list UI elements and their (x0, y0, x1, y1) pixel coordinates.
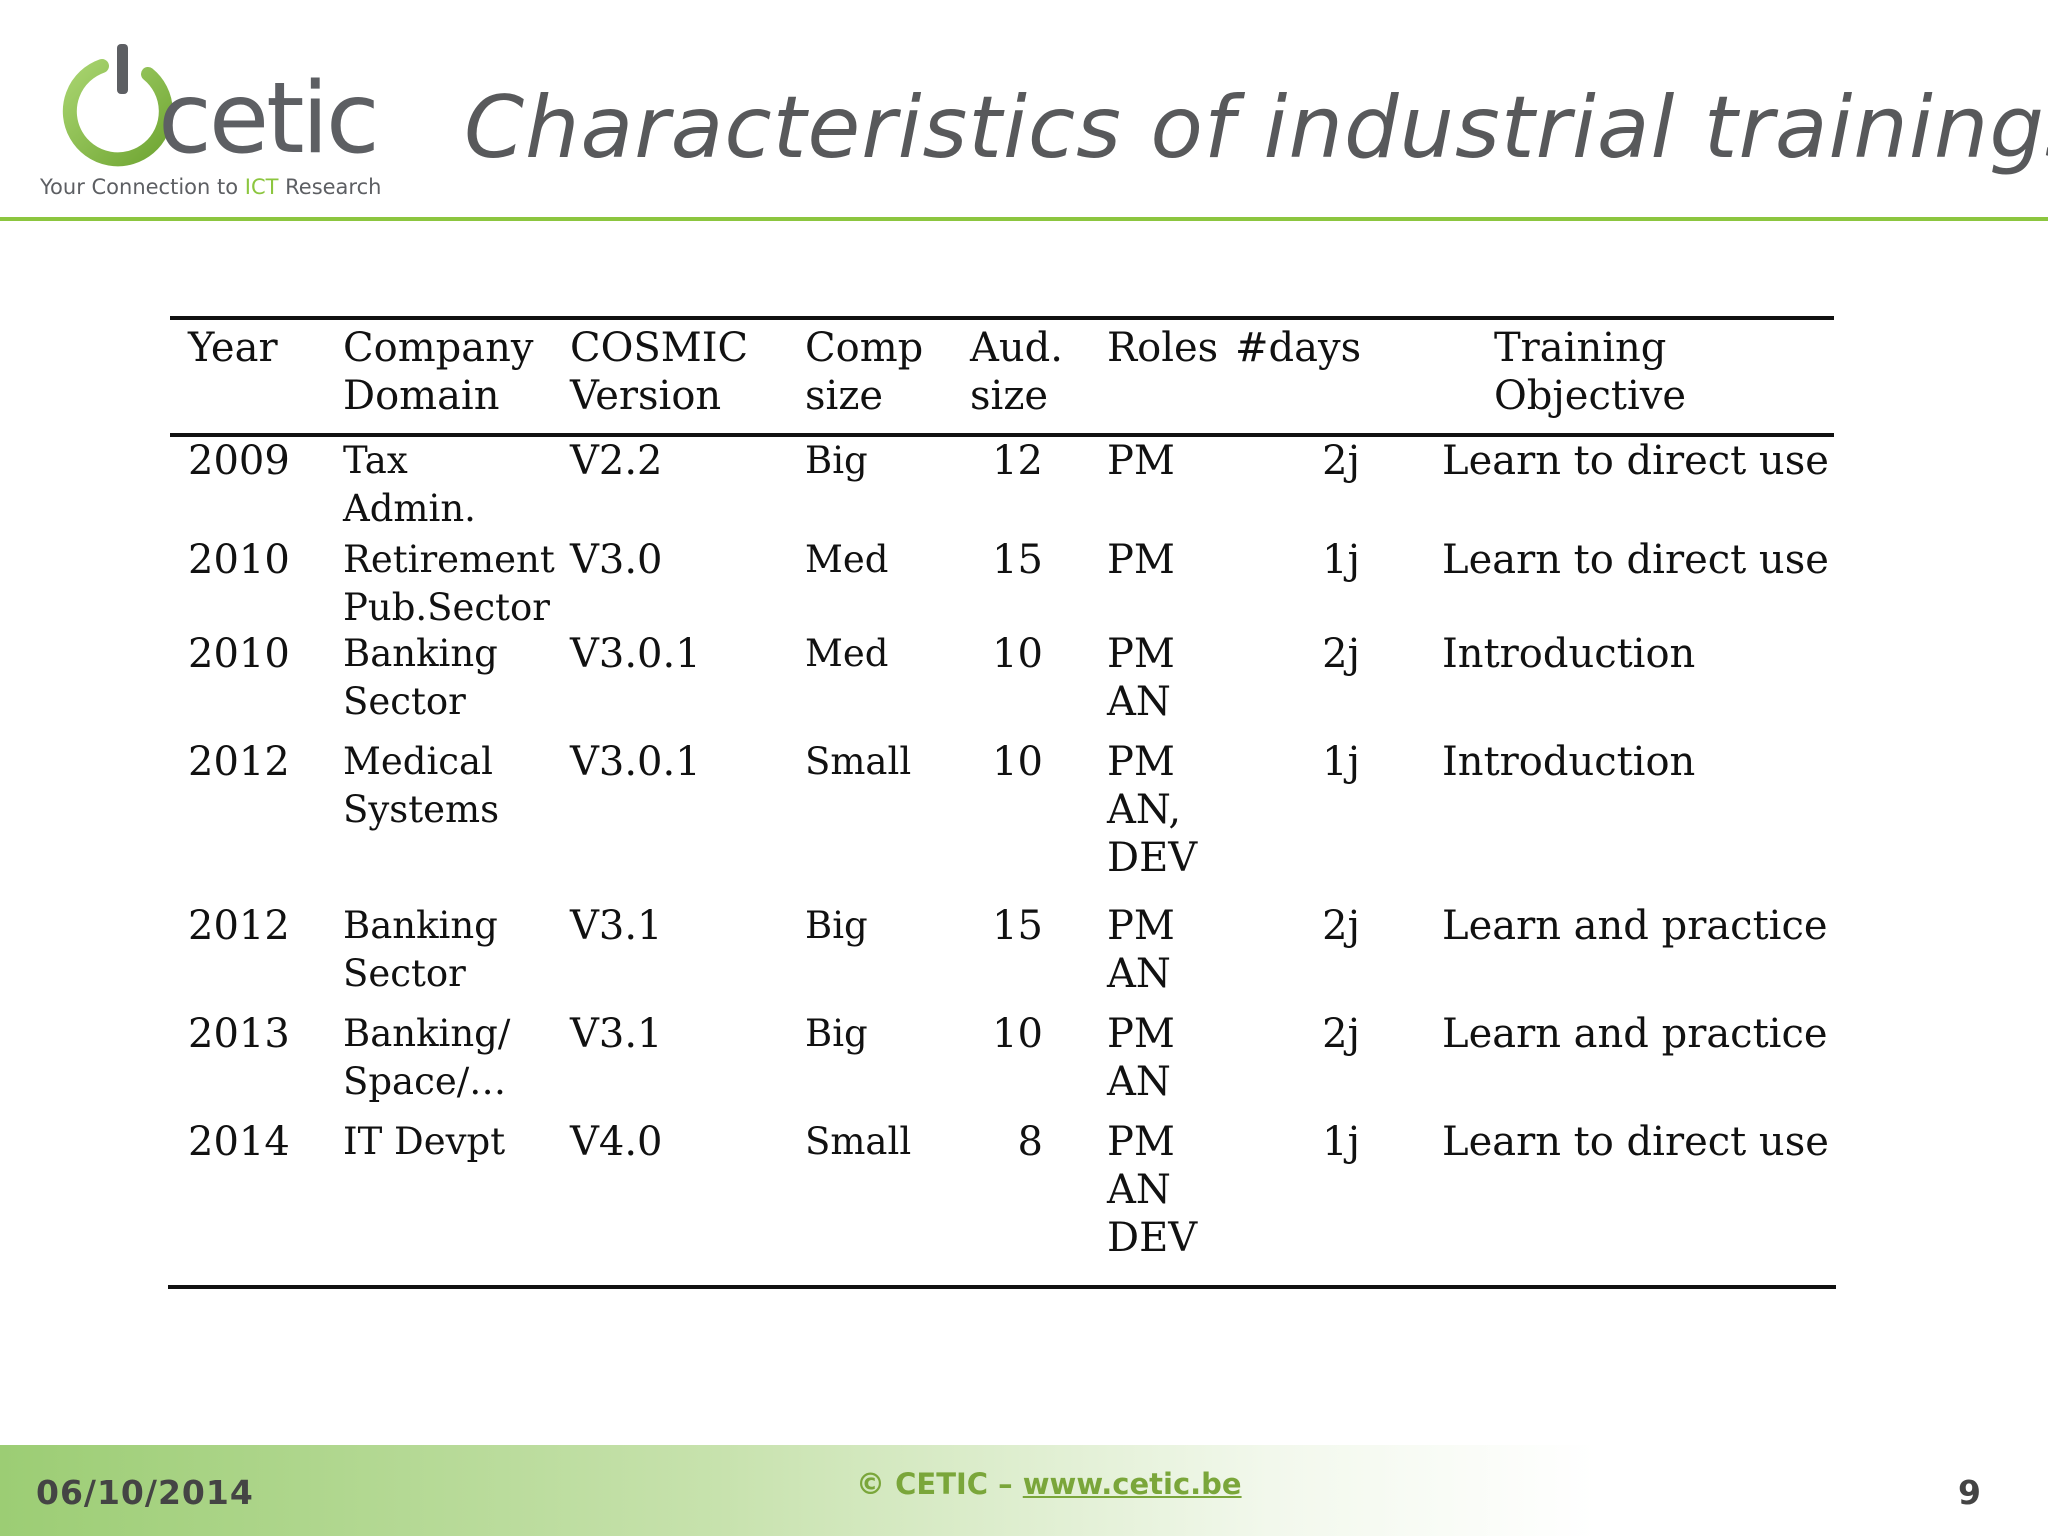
cell-roles: PM (1107, 537, 1175, 583)
cell-days: 2j (1322, 903, 1360, 949)
header-version: COSMIC Version (570, 325, 749, 419)
cell-comp: Big (805, 439, 868, 482)
cell-days: 2j (1322, 438, 1360, 484)
cell-version: V3.0 (570, 537, 663, 583)
cell-year: 2013 (188, 1011, 290, 1057)
cell-version: V3.1 (570, 1011, 663, 1057)
footer-copyright: © CETIC – www.cetic.be (856, 1467, 1242, 1501)
cell-roles: PM AN, DEV (1107, 739, 1198, 881)
cell-objective: Learn to direct use (1442, 1119, 1829, 1165)
cell-roles: PM AN (1107, 1011, 1175, 1105)
cell-version: V4.0 (570, 1119, 663, 1165)
cell-objective: Learn to direct use (1442, 537, 1829, 583)
header-domain: Company Domain (343, 325, 534, 419)
slide-title: Characteristics of industrial trainings (464, 78, 2048, 178)
cell-roles: PM AN DEV (1107, 1119, 1198, 1261)
logo-wordmark: cetic (158, 62, 380, 176)
cell-objective: Learn and practice (1442, 1011, 1828, 1057)
cell-comp: Med (805, 538, 889, 581)
header-divider (0, 217, 2048, 221)
page-number: 9 (1958, 1473, 1981, 1512)
cell-domain: Retirement Pub.Sector (343, 538, 555, 629)
cell-objective: Learn and practice (1442, 903, 1828, 949)
cell-objective: Introduction (1442, 739, 1696, 785)
cell-days: 2j (1322, 631, 1360, 677)
cell-comp: Big (805, 1012, 868, 1055)
cell-year: 2009 (188, 438, 290, 484)
cell-aud: 15 (992, 537, 1043, 583)
cell-year: 2010 (188, 631, 290, 677)
cell-comp: Med (805, 632, 889, 675)
cell-year: 2012 (188, 739, 290, 785)
header-days: #days (1235, 325, 1362, 371)
cell-aud: 10 (992, 1011, 1043, 1057)
cell-roles: PM AN (1107, 631, 1175, 725)
cell-objective: Learn to direct use (1442, 438, 1829, 484)
cell-roles: PM AN (1107, 903, 1175, 997)
cell-comp: Small (805, 1120, 912, 1163)
table-bottom-rule (168, 1285, 1836, 1289)
cell-aud: 15 (992, 903, 1043, 949)
cell-comp: Big (805, 904, 868, 947)
cell-aud: 12 (992, 438, 1043, 484)
cell-days: 2j (1322, 1011, 1360, 1057)
header-roles: Roles (1107, 325, 1219, 371)
table-top-rule (170, 316, 1834, 320)
cell-comp: Small (805, 740, 912, 783)
cell-version: V3.0.1 (570, 739, 701, 785)
cell-days: 1j (1322, 1119, 1360, 1165)
cell-domain: IT Devpt (343, 1120, 506, 1163)
footer-bar: 06/10/2014 © CETIC – www.cetic.be 9 (0, 1445, 2048, 1536)
cell-domain: Banking Sector (343, 632, 498, 723)
footer-date: 06/10/2014 (36, 1473, 254, 1512)
cell-domain: Banking Sector (343, 904, 498, 995)
header-year: Year (188, 325, 278, 371)
cell-aud: 10 (992, 739, 1043, 785)
cell-version: V2.2 (570, 438, 663, 484)
cetic-power-ring-icon (62, 44, 173, 167)
cell-domain: Medical Systems (343, 740, 500, 831)
cell-year: 2010 (188, 537, 290, 583)
table-header-rule (170, 433, 1834, 437)
cell-aud: 10 (992, 631, 1043, 677)
cell-version: V3.0.1 (570, 631, 701, 677)
header-aud: Aud. size (970, 325, 1063, 419)
cell-year: 2012 (188, 903, 290, 949)
cell-days: 1j (1322, 739, 1360, 785)
cell-roles: PM (1107, 438, 1175, 484)
header-comp: Comp size (805, 325, 924, 419)
cell-aud: 8 (1017, 1119, 1043, 1165)
cell-days: 1j (1322, 537, 1360, 583)
cell-domain: Banking/ Space/… (343, 1012, 511, 1103)
footer-website-link[interactable]: www.cetic.be (1022, 1467, 1242, 1501)
cell-objective: Introduction (1442, 631, 1696, 677)
cell-domain: Tax Admin. (343, 439, 476, 530)
cetic-logo: cetic Your Connection to ICT Research (40, 40, 420, 205)
logo-tagline: Your Connection to ICT Research (40, 175, 382, 199)
cell-year: 2014 (188, 1119, 290, 1165)
header-objective: Training Objective (1494, 325, 1687, 419)
cell-version: V3.1 (570, 903, 663, 949)
